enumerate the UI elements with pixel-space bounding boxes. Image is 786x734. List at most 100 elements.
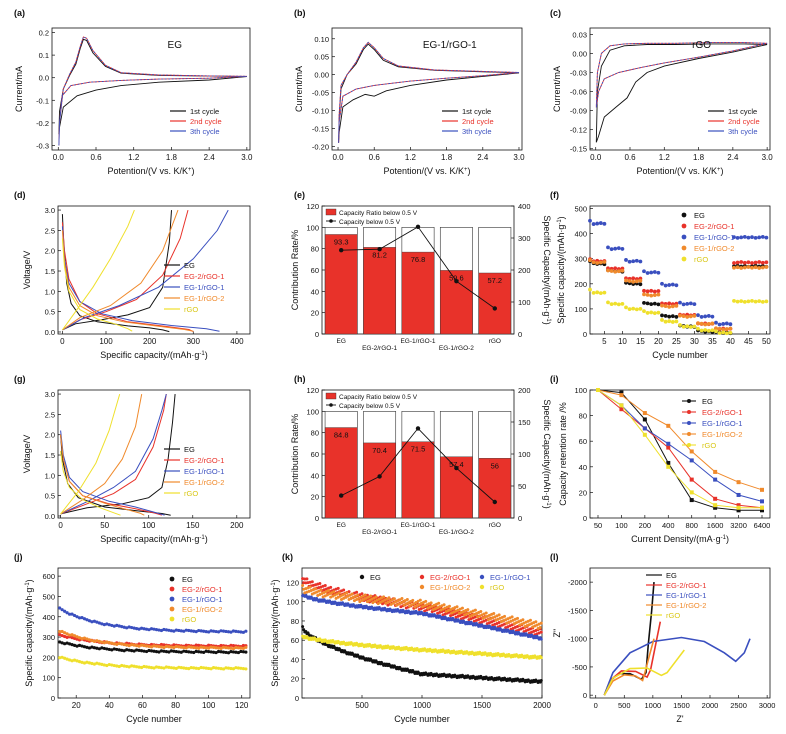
x-axis-label: Specific capacity/(mAh·g-1)	[100, 350, 207, 360]
x-axis-label: Current Density/(mA·g-1)	[631, 534, 729, 544]
x-tick-label: 0.6	[624, 153, 636, 162]
data-point	[750, 235, 754, 240]
data-point	[184, 646, 188, 650]
legend-label: EG	[184, 445, 195, 454]
data-point	[696, 326, 700, 331]
data-point	[77, 643, 82, 647]
data-point	[411, 598, 415, 602]
data-point	[72, 634, 77, 638]
x-tick-label: 1.2	[128, 153, 140, 162]
data-point	[241, 667, 245, 671]
legend-label: EG-1/rGO-2	[182, 605, 222, 614]
retention-point	[666, 445, 671, 450]
data-point	[638, 278, 643, 283]
bar-value-label: 81.2	[372, 250, 387, 259]
data-point	[660, 281, 664, 286]
data-point	[455, 605, 459, 609]
data-point	[528, 618, 532, 622]
data-point	[60, 608, 64, 612]
data-point	[122, 664, 126, 668]
data-point	[197, 666, 201, 671]
y-axis-label: Voltage/V	[22, 435, 32, 474]
data-point	[735, 260, 740, 265]
x-tick-label: 0	[58, 521, 63, 530]
legend-label: EG-1/rGO-1	[182, 595, 222, 604]
data-point	[87, 638, 92, 642]
data-point	[645, 271, 650, 275]
data-point	[760, 299, 765, 304]
y-tick-label: 60	[579, 437, 587, 446]
data-point	[77, 660, 82, 664]
data-point	[329, 585, 333, 589]
retention-point	[736, 508, 741, 513]
data-point	[764, 235, 769, 240]
y-axis-label: Current/mA	[14, 66, 24, 112]
data-point	[147, 644, 151, 649]
data-point	[667, 301, 672, 306]
data-point	[219, 650, 223, 654]
bar-value-label: 93.3	[334, 237, 349, 246]
data-point	[125, 643, 129, 647]
retention-point	[713, 477, 718, 482]
y2-axis-label: Specific Capacity/(mAh·g-1)	[542, 399, 552, 508]
data-point	[135, 665, 139, 669]
data-point	[609, 247, 614, 252]
y-tick-label: 0.0	[45, 328, 55, 337]
data-point	[142, 627, 146, 631]
data-point	[105, 647, 109, 651]
data-point	[609, 269, 614, 273]
y-tick-label: 0	[295, 694, 299, 703]
data-point	[631, 276, 636, 281]
y-tick-label: 20	[579, 488, 587, 497]
retention-point	[689, 477, 694, 482]
data-point	[539, 621, 543, 625]
data-point	[497, 613, 501, 617]
legend-label: 2nd cycle	[190, 117, 222, 126]
legend-swatch	[169, 616, 175, 622]
data-point	[92, 662, 97, 666]
data-point	[87, 661, 92, 665]
bar-value-label: 59.6	[449, 273, 464, 282]
panel-label: (g)	[14, 374, 26, 384]
data-point	[60, 633, 64, 638]
data-point	[162, 666, 166, 670]
data-point	[757, 299, 762, 304]
legend-label: EG	[370, 573, 381, 582]
data-point	[620, 268, 625, 273]
data-point	[760, 260, 765, 265]
data-point	[107, 662, 111, 667]
legend-label: Capacity below 0.5 V	[339, 403, 401, 410]
x-axis-label: Cycle number	[652, 350, 708, 360]
bar-ratio	[478, 272, 512, 335]
data-point	[241, 646, 245, 651]
data-point	[710, 328, 715, 333]
y-tick-label: 100	[574, 305, 587, 314]
data-point	[97, 621, 101, 625]
panel-label: (h)	[294, 374, 306, 384]
data-point	[177, 645, 181, 649]
data-point	[638, 307, 643, 311]
y-tick-label: 0.00	[314, 71, 329, 80]
data-point	[717, 331, 722, 335]
data-point	[539, 678, 543, 682]
x-tick-label: 5	[602, 337, 607, 346]
data-point	[67, 658, 72, 662]
x-category-label: EG-1/rGO-2	[439, 529, 474, 536]
data-point	[162, 645, 166, 650]
data-point	[214, 650, 218, 655]
y-tick-label: -2000	[568, 578, 587, 587]
data-point	[157, 628, 161, 632]
x-category-label: EG-1/rGO-2	[439, 345, 474, 352]
data-point	[642, 300, 646, 305]
data-point	[63, 656, 67, 660]
x-tick-label: 100	[202, 701, 216, 710]
data-point	[60, 641, 64, 645]
y-tick-label: 60	[311, 450, 319, 459]
data-point	[105, 663, 109, 668]
data-point	[739, 299, 744, 304]
data-point	[80, 637, 84, 641]
data-point	[652, 293, 657, 297]
capacity-point	[492, 499, 497, 505]
y-tick-label: 200	[518, 266, 531, 275]
retention-line	[597, 389, 763, 509]
